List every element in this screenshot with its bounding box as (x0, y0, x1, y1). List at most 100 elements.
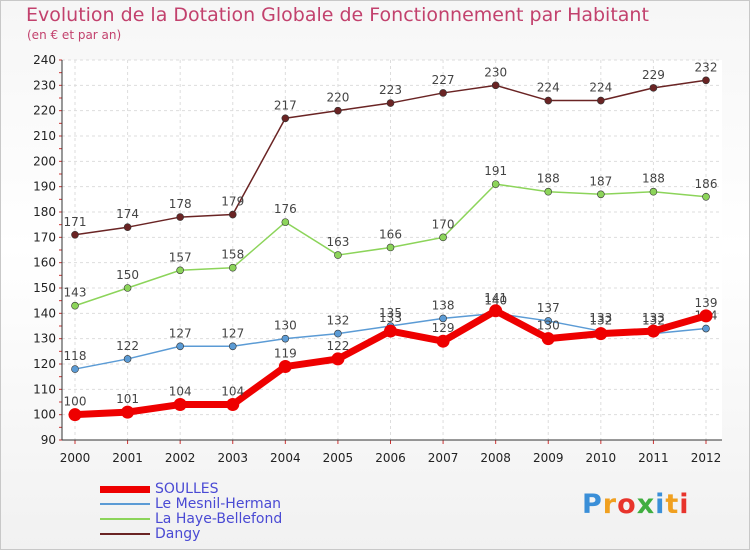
data-label-la-haye-bellefond: 143 (64, 286, 87, 300)
data-point-la-haye-bellefond (123, 284, 132, 292)
data-label-dangy: 227 (432, 73, 455, 87)
legend-swatch (100, 533, 150, 535)
data-label-la-haye-bellefond: 188 (537, 172, 560, 186)
data-point-soulles (121, 405, 135, 419)
x-tick-label: 2006 (375, 451, 406, 465)
data-label-dangy: 229 (642, 68, 665, 82)
data-point-la-haye-bellefond (702, 193, 710, 201)
data-point-la-haye-bellefond (491, 180, 500, 188)
x-tick-label: 2012 (691, 451, 722, 465)
data-point-dangy (649, 84, 658, 92)
y-tick-label: 150 (33, 281, 56, 295)
data-point-soulles (173, 398, 187, 412)
data-point-le-mesnil-herman (71, 365, 79, 373)
x-tick-label: 2001 (112, 451, 143, 465)
x-tick-label: 2008 (480, 451, 511, 465)
data-point-dangy (597, 96, 605, 105)
data-label-le-mesnil-herman: 127 (221, 326, 244, 340)
data-point-le-mesnil-herman (281, 334, 290, 343)
data-label-soulles: 130 (537, 319, 560, 333)
data-point-la-haye-bellefond (228, 263, 237, 272)
data-point-le-mesnil-herman (439, 314, 447, 323)
data-point-le-mesnil-herman (228, 342, 237, 351)
logo-letter: i (679, 489, 690, 520)
data-label-le-mesnil-herman: 133 (589, 311, 612, 325)
y-tick-label: 230 (33, 78, 56, 92)
x-tick-label: 2002 (165, 451, 196, 465)
data-label-le-mesnil-herman: 138 (432, 298, 455, 312)
x-tick-label: 2007 (428, 451, 459, 465)
data-point-le-mesnil-herman (334, 329, 342, 338)
data-point-soulles (699, 309, 713, 323)
y-tick-label: 110 (33, 382, 56, 396)
data-label-le-mesnil-herman: 132 (326, 314, 349, 328)
data-label-dangy: 217 (274, 98, 297, 112)
data-label-soulles: 139 (695, 296, 718, 310)
data-point-la-haye-bellefond (439, 233, 447, 242)
data-label-le-mesnil-herman: 140 (484, 293, 507, 307)
data-label-dangy: 179 (221, 195, 244, 209)
y-tick-label: 200 (33, 154, 56, 168)
data-label-le-mesnil-herman: 135 (379, 306, 402, 320)
data-label-soulles: 133 (642, 311, 665, 325)
data-label-la-haye-bellefond: 170 (432, 217, 455, 231)
x-tick-label: 2000 (60, 451, 91, 465)
data-label-soulles: 129 (432, 321, 455, 335)
data-point-la-haye-bellefond (649, 187, 658, 196)
y-tick-label: 90 (41, 433, 56, 447)
legend-label: La Haye-Bellefond (155, 511, 283, 527)
y-tick-label: 210 (33, 129, 56, 143)
data-point-la-haye-bellefond (334, 251, 342, 259)
data-point-la-haye-bellefond (386, 243, 395, 252)
data-point-dangy (176, 213, 184, 221)
logo-letter: t (665, 489, 680, 520)
data-point-dangy (281, 114, 290, 123)
x-tick-label: 2003 (217, 451, 248, 465)
data-label-dangy: 220 (326, 91, 349, 105)
data-label-soulles: 100 (64, 395, 87, 409)
data-label-soulles: 119 (274, 347, 297, 361)
data-point-soulles (384, 324, 397, 338)
data-label-dangy: 223 (379, 83, 402, 97)
data-label-le-mesnil-herman: 122 (116, 339, 139, 353)
data-point-le-mesnil-herman (176, 342, 184, 351)
data-point-soulles (541, 332, 555, 346)
data-label-le-mesnil-herman: 137 (537, 301, 560, 315)
data-point-soulles (436, 334, 450, 348)
data-label-dangy: 174 (116, 207, 139, 221)
data-label-dangy: 178 (169, 197, 192, 211)
y-tick-label: 220 (33, 104, 56, 118)
data-label-dangy: 230 (484, 65, 507, 79)
legend-label: Dangy (155, 526, 201, 542)
data-point-dangy (439, 89, 447, 97)
data-point-soulles (68, 408, 82, 422)
data-label-soulles: 104 (169, 385, 192, 399)
data-point-dangy (544, 96, 553, 105)
data-label-soulles: 141 (484, 291, 507, 305)
data-point-soulles (594, 327, 608, 341)
logo-letter: r (602, 489, 618, 520)
data-point-dangy (702, 76, 710, 85)
data-label-soulles: 104 (221, 385, 244, 399)
logo-letter: i (655, 489, 666, 520)
data-point-la-haye-bellefond (597, 190, 605, 199)
data-point-soulles (331, 352, 345, 366)
data-label-la-haye-bellefond: 188 (642, 172, 665, 186)
data-point-le-mesnil-herman (544, 317, 553, 325)
y-tick-label: 120 (33, 357, 56, 371)
legend-label: SOULLES (155, 481, 219, 497)
chart-subtitle: (en € et par an) (27, 28, 122, 42)
data-label-dangy: 232 (695, 60, 718, 74)
data-label-la-haye-bellefond: 186 (695, 177, 718, 191)
y-tick-label: 240 (33, 53, 56, 67)
data-point-le-mesnil-herman (123, 355, 132, 363)
data-label-dangy: 224 (589, 81, 612, 95)
data-label-la-haye-bellefond: 191 (484, 164, 507, 178)
y-tick-label: 130 (33, 332, 56, 346)
data-point-soulles (489, 304, 503, 318)
data-label-soulles: 133 (379, 311, 402, 325)
legend-label: Le Mesnil-Herman (155, 496, 282, 512)
y-tick-label: 190 (33, 180, 56, 194)
logo-letter: P (582, 489, 603, 520)
